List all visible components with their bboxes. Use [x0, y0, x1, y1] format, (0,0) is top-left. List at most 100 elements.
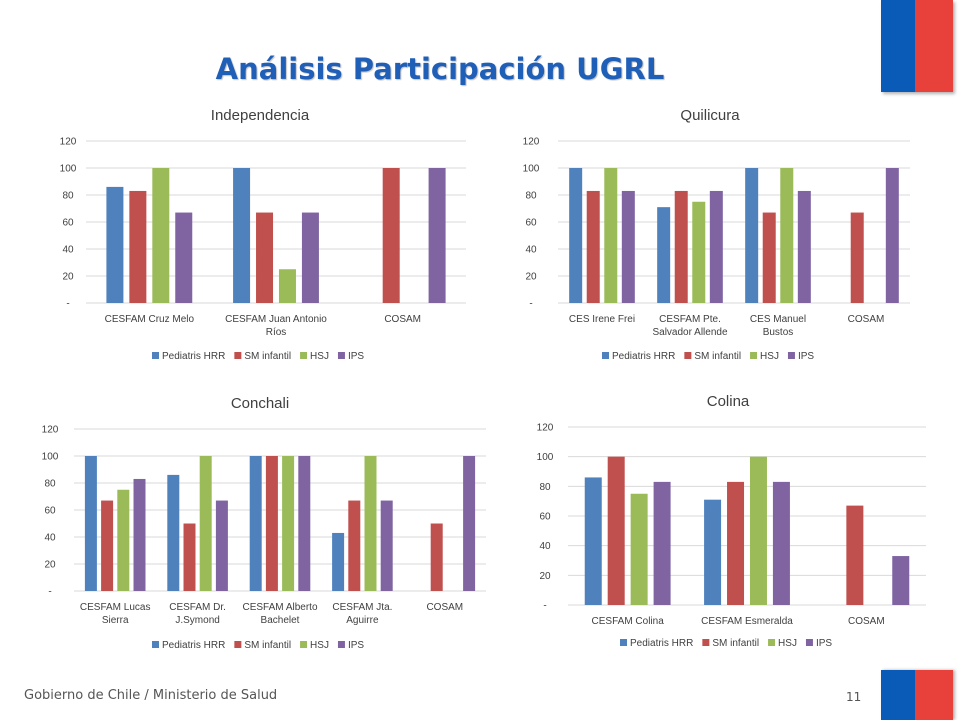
bar-pediatris-hrr [249, 456, 262, 591]
bar-sm-infantil [727, 481, 745, 605]
legend-label: SM infantil [244, 640, 291, 651]
category-label: Bachelet [261, 615, 300, 626]
category-label: Aguirre [346, 615, 379, 626]
category-label: COSAM [426, 602, 463, 613]
bar-pediatris-hrr [745, 168, 759, 303]
chart-0: Independencia - 20 40 60 80 100 120 CESFAM Cruz … [60, 107, 466, 362]
bar-hsj [199, 456, 212, 591]
legend-swatch [337, 641, 345, 648]
bar-ips [797, 190, 811, 303]
legend-swatch [152, 641, 159, 648]
legend-label: SM infantil [694, 351, 741, 362]
bar-sm-infantil [348, 500, 361, 591]
bar-sm-infantil [850, 212, 864, 303]
page-number: 11 [846, 690, 862, 704]
chart-title: Colina [707, 393, 750, 410]
y-tick-label: 120 [523, 137, 540, 148]
bar-hsj [604, 168, 618, 303]
bar-sm-infantil [762, 212, 776, 303]
legend-label: SM infantil [244, 351, 291, 362]
legend-label: HSJ [778, 638, 797, 649]
bar-sm-infantil [586, 190, 600, 303]
bar-sm-infantil [129, 190, 147, 303]
legend-label: Pediatris HRR [162, 640, 225, 651]
y-tick-label: 120 [537, 423, 554, 434]
bar-hsj [692, 201, 706, 303]
bar-sm-infantil [382, 168, 400, 303]
bar-sm-infantil [101, 500, 114, 591]
y-tick-label: 80 [62, 191, 74, 202]
bar-ips [772, 481, 790, 605]
y-tick-label: 40 [62, 245, 74, 256]
footer-text: Gobierno de Chile / Ministerio de Salud [24, 688, 278, 703]
chart-title: Quilicura [680, 107, 740, 124]
y-tick-label: 60 [62, 218, 74, 229]
y-tick-label: 60 [44, 506, 56, 517]
legend-swatch [152, 352, 159, 359]
chart-2: Conchali - 20 40 60 80 100 120 CESFAM Lucas Sierr… [42, 395, 486, 651]
legend-label: SM infantil [712, 638, 759, 649]
y-tick-label: 100 [42, 452, 59, 463]
legend-swatch [620, 639, 627, 646]
y-tick-label: 20 [525, 272, 537, 283]
y-tick-label: - [48, 587, 51, 598]
y-tick-label: 100 [523, 164, 540, 175]
bar-hsj [117, 489, 130, 591]
bar-ips [133, 478, 146, 591]
category-label: COSAM [848, 314, 885, 325]
y-tick-label: 40 [44, 533, 56, 544]
category-label: CESFAM Jta. [332, 602, 392, 613]
bar-hsj [282, 456, 295, 591]
legend-swatch [805, 639, 813, 646]
legend-swatch [234, 352, 242, 359]
bar-hsj [780, 168, 794, 303]
legend-label: HSJ [760, 351, 779, 362]
flag-blue-stripe [881, 670, 915, 720]
bar-pediatris-hrr [106, 186, 124, 303]
legend-swatch [300, 352, 308, 359]
bar-sm-infantil [607, 456, 625, 605]
bar-ips [653, 481, 671, 605]
bar-ips [428, 168, 446, 303]
y-tick-label: 20 [62, 272, 74, 283]
category-label: COSAM [384, 314, 421, 325]
category-label: CESFAM Esmeralda [701, 616, 793, 627]
category-label: J.Symond [175, 615, 219, 626]
category-label: CESFAM Dr. [169, 602, 226, 613]
y-tick-label: 80 [44, 479, 56, 490]
y-tick-label: - [66, 299, 69, 310]
bar-ips [175, 212, 193, 303]
bar-pediatris-hrr [233, 168, 251, 303]
legend-label: HSJ [310, 640, 329, 651]
flag-red-stripe [915, 0, 953, 92]
y-tick-label: 60 [539, 512, 551, 523]
legend-label: HSJ [310, 351, 329, 362]
bar-ips [885, 168, 899, 303]
category-label: CES Irene Frei [569, 314, 635, 325]
y-tick-label: 120 [42, 425, 59, 436]
bar-ips [463, 456, 476, 591]
y-tick-label: 80 [539, 482, 551, 493]
category-label: Salvador Allende [652, 327, 727, 338]
category-label: CESFAM Cruz Melo [105, 314, 195, 325]
bar-ips [380, 500, 393, 591]
legend-label: Pediatris HRR [630, 638, 693, 649]
y-tick-label: 40 [525, 245, 537, 256]
flag-blue-stripe [881, 0, 915, 92]
legend-swatch [337, 352, 345, 359]
bar-ips [215, 500, 228, 591]
bar-ips [298, 456, 311, 591]
legend-label: IPS [348, 640, 364, 651]
bar-ips [892, 556, 910, 605]
bar-ips [301, 212, 319, 303]
bar-pediatris-hrr [569, 168, 583, 303]
bar-sm-infantil [430, 523, 443, 591]
bar-sm-infantil [183, 523, 196, 591]
legend-swatch [300, 641, 308, 648]
chart-title: Conchali [231, 395, 289, 412]
bar-ips [709, 190, 723, 303]
legend-swatch [684, 352, 692, 359]
legend-label: IPS [348, 351, 364, 362]
bar-sm-infantil [256, 212, 274, 303]
category-label: Sierra [102, 615, 129, 626]
